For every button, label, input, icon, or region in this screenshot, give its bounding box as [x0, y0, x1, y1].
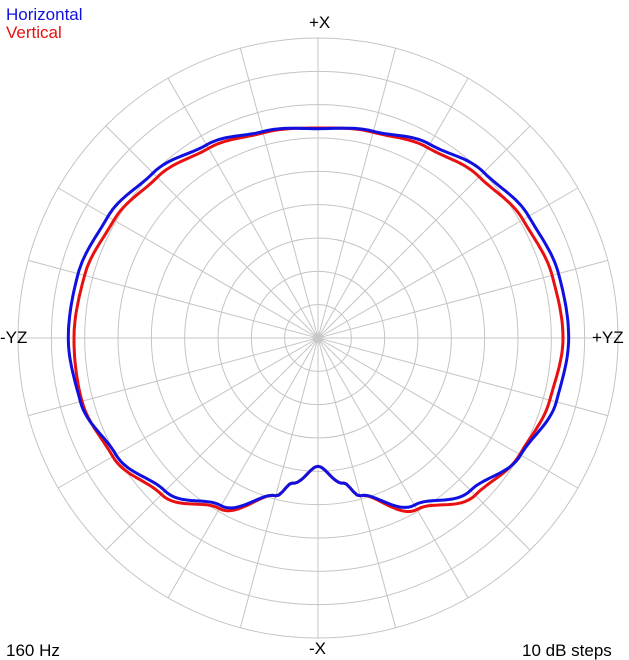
step-label: 10 dB steps: [522, 641, 612, 660]
legend-entry-vertical: Vertical: [6, 23, 62, 42]
legend-entry-horizontal: Horizontal: [6, 5, 83, 24]
series-layer: [66, 126, 571, 513]
center-marker: [313, 333, 323, 343]
angle-label-left: -YZ: [0, 328, 28, 347]
angle-label-right: +YZ: [592, 328, 624, 347]
angle-label-top: +X: [309, 13, 331, 32]
series-line-horizontal: [66, 126, 571, 510]
frequency-label: 160 Hz: [6, 641, 60, 660]
angle-label-bottom: -X: [309, 639, 326, 658]
